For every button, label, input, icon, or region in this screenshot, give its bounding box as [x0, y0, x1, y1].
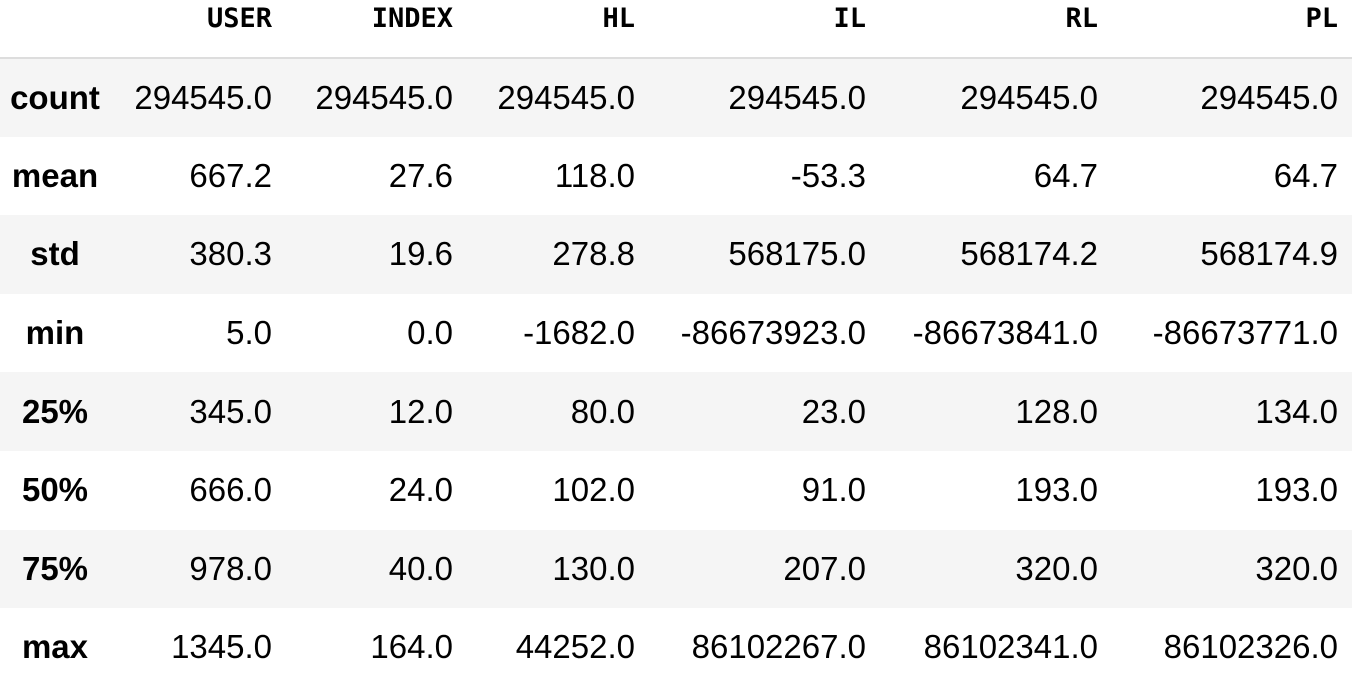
table-header: USER INDEX HL IL RL PL	[0, 0, 1352, 59]
row-label: min	[25, 314, 85, 352]
column-header: USER	[110, 0, 286, 59]
table-row: 50% 666.0 24.0 102.0 91.0 193.0 193.0	[0, 450, 1352, 530]
table-cell: 86102267.0	[691, 628, 866, 666]
table-cell: 294545.0	[1200, 78, 1338, 116]
table-row: min 5.0 0.0 -1682.0 -86673923.0 -86673841.0 -8…	[0, 293, 1352, 373]
row-label: count	[10, 78, 100, 116]
table-cell: 23.0	[801, 392, 866, 430]
row-label: 50%	[21, 471, 89, 509]
table-cell: -1682.0	[523, 314, 635, 352]
table-cell: 294545.0	[960, 78, 1098, 116]
table-cell: 86102326.0	[1163, 628, 1338, 666]
table-body: count 294545.0 294545.0 294545.0 294545.0 294…	[0, 58, 1352, 687]
table-cell: 102.0	[552, 471, 635, 509]
table-cell: 1345.0	[171, 628, 272, 666]
table-cell: 294545.0	[315, 78, 453, 116]
column-header: INDEX	[286, 0, 467, 59]
table-cell: 320.0	[1015, 549, 1098, 587]
table-row: 25% 345.0 12.0 80.0 23.0 128.0 134.0	[0, 372, 1352, 451]
table-cell: 130.0	[552, 549, 635, 587]
header-corner	[0, 0, 110, 59]
table-cell: 91.0	[801, 471, 866, 509]
table-cell: 666.0	[189, 471, 272, 509]
table-cell: 64.7	[1273, 156, 1338, 194]
table-row: mean 667.2 27.6 118.0 -53.3 64.7 64.7	[0, 136, 1352, 216]
table-cell: 294545.0	[728, 78, 866, 116]
table-cell: 44252.0	[515, 628, 635, 666]
row-label: mean	[11, 156, 99, 194]
table-cell: -86673841.0	[912, 314, 1098, 352]
table-cell: 193.0	[1255, 471, 1338, 509]
table-cell: 5.0	[226, 314, 272, 352]
table-cell: 345.0	[189, 392, 272, 430]
header-row: USER INDEX HL IL RL PL	[0, 0, 1352, 59]
table-cell: 278.8	[552, 235, 635, 273]
row-label: 25%	[21, 392, 89, 430]
table-cell: 19.6	[388, 235, 453, 273]
table-cell: 24.0	[388, 471, 453, 509]
table-cell: 64.7	[1033, 156, 1098, 194]
table-cell: -86673771.0	[1152, 314, 1338, 352]
row-label: max	[21, 628, 89, 666]
row-label: 75%	[21, 549, 89, 587]
table-row: max 1345.0 164.0 44252.0 86102267.0 86102341.…	[0, 608, 1352, 687]
table-cell: 667.2	[189, 156, 272, 194]
table-row: std 380.3 19.6 278.8 568175.0 568174.2 568174.…	[0, 215, 1352, 294]
table-cell: 86102341.0	[923, 628, 1098, 666]
table-cell: 320.0	[1255, 549, 1338, 587]
table-cell: -86673923.0	[680, 314, 866, 352]
column-header: IL	[649, 0, 880, 59]
table-cell: -53.3	[790, 156, 866, 194]
table-cell: 128.0	[1015, 392, 1098, 430]
column-header: PL	[1112, 0, 1352, 59]
table-cell: 118.0	[554, 156, 635, 194]
table-cell: 164.0	[370, 628, 453, 666]
table-cell: 134.0	[1255, 392, 1338, 430]
row-label: std	[30, 235, 80, 273]
column-header: HL	[467, 0, 649, 59]
table-cell: 568175.0	[728, 235, 866, 273]
table-cell: 978.0	[189, 549, 272, 587]
table-cell: 27.6	[388, 156, 453, 194]
table-row: 75% 978.0 40.0 130.0 207.0 320.0 320.0	[0, 529, 1352, 609]
table-cell: 80.0	[570, 392, 635, 430]
table-cell: 568174.9	[1200, 235, 1338, 273]
column-header: RL	[880, 0, 1112, 59]
table-cell: 0.0	[407, 314, 453, 352]
table-cell: 207.0	[783, 549, 866, 587]
table-cell: 193.0	[1015, 471, 1098, 509]
table-cell: 294545.0	[497, 78, 635, 116]
table-cell: 568174.2	[960, 235, 1098, 273]
table-cell: 294545.0	[134, 78, 272, 116]
table-cell: 12.0	[388, 392, 453, 430]
table-cell: 380.3	[189, 235, 272, 273]
table-cell: 40.0	[388, 549, 453, 587]
table-row: count 294545.0 294545.0 294545.0 294545.0 294…	[0, 58, 1352, 137]
